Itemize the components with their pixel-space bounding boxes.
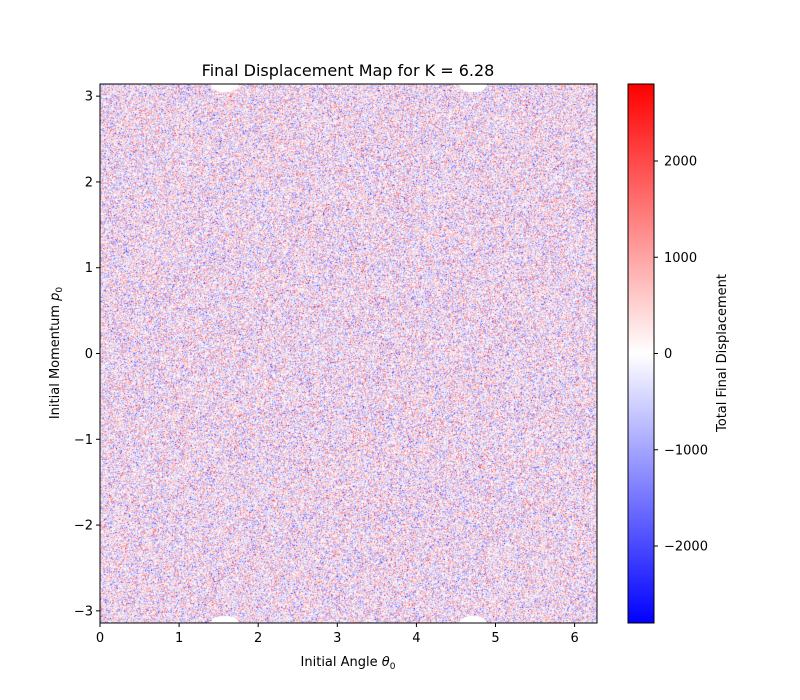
- y-tick-label: −1: [74, 433, 93, 448]
- x-tick-label: 6: [570, 631, 578, 646]
- y-tick-label: 0: [85, 347, 93, 362]
- x-tick-label: 5: [491, 631, 499, 646]
- y-axis-label-symbol: p: [48, 293, 63, 302]
- x-tick-label: 2: [254, 631, 262, 646]
- x-axis-ticks: 0 1 2 3 4 5 6: [96, 623, 579, 646]
- colorbar-gradient: [627, 83, 655, 624]
- y-tick-label: −3: [74, 604, 93, 619]
- colorbar-ticks: −2000 −1000 0 1000 2000: [654, 155, 708, 555]
- colorbar-tick-label: 1000: [664, 251, 697, 266]
- colorbar-tick-label: 0: [664, 347, 672, 362]
- y-axis-label: Initial Momentum p0: [48, 287, 65, 420]
- x-axis-label: Initial Angle θ0: [301, 655, 396, 672]
- y-tick-label: 3: [85, 90, 93, 105]
- x-axis-label-symbol: θ: [382, 655, 390, 670]
- y-tick-label: 1: [85, 261, 93, 276]
- colorbar-label: Total Final Displacement: [715, 274, 730, 433]
- x-axis-label-text: Initial Angle: [301, 655, 382, 670]
- colorbar-tick-label: −2000: [664, 540, 708, 555]
- y-tick-label: −2: [74, 519, 93, 534]
- colorbar-tick-label: 2000: [664, 155, 697, 170]
- x-tick-label: 3: [333, 631, 341, 646]
- chart-title: Final Displacement Map for K = 6.28: [202, 61, 495, 80]
- y-tick-label: 2: [85, 175, 93, 190]
- plot-area: [99, 83, 598, 624]
- y-axis-label-subscript: 0: [55, 287, 65, 293]
- y-axis-ticks: −3 −2 −1 0 1 2 3: [74, 90, 100, 619]
- heatmap-image: [100, 84, 597, 623]
- x-tick-label: 1: [175, 631, 183, 646]
- x-tick-label: 4: [412, 631, 420, 646]
- colorbar: −2000 −1000 0 1000 2000 Total Final Displace…: [627, 83, 730, 624]
- x-tick-label: 0: [96, 631, 104, 646]
- colorbar-tick-label: −1000: [664, 443, 708, 458]
- x-axis-label-subscript: 0: [390, 662, 396, 672]
- y-axis-label-text: Initial Momentum: [48, 301, 63, 419]
